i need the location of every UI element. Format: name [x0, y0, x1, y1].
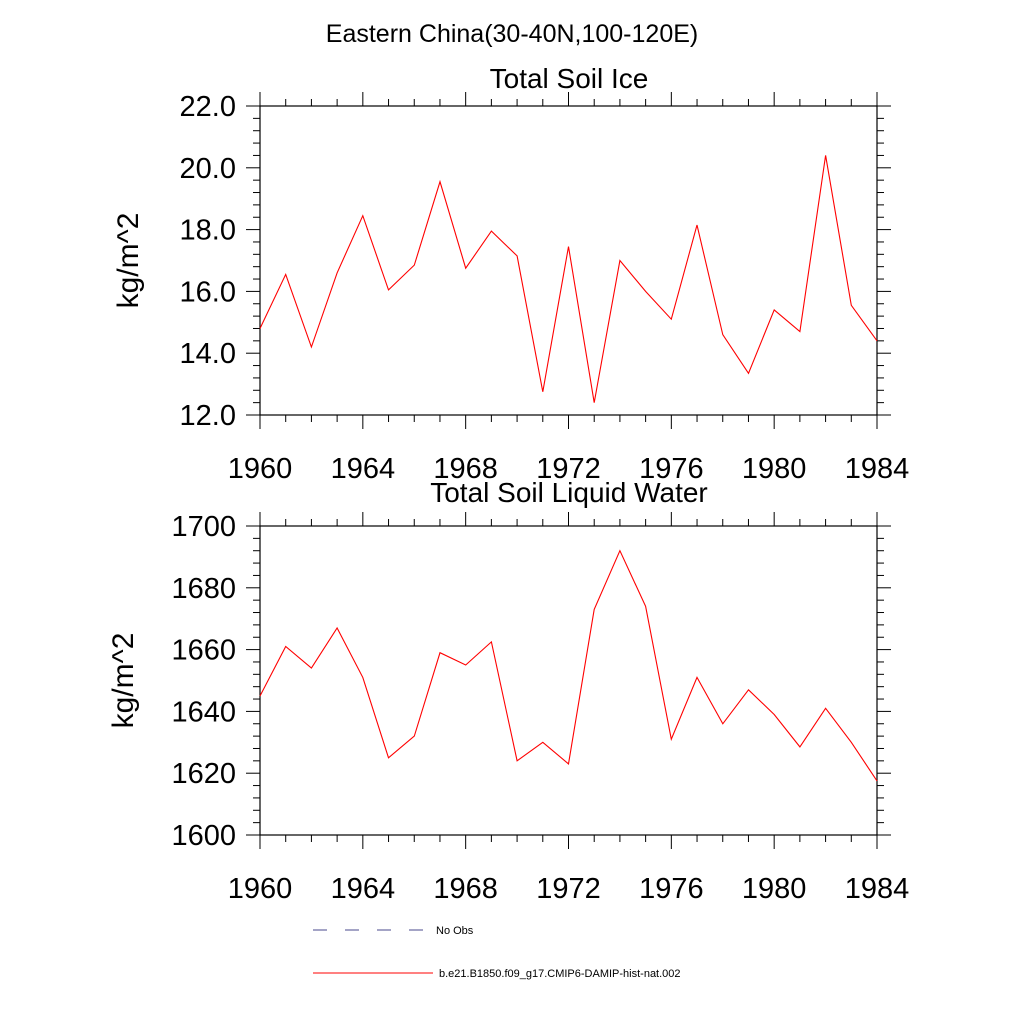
data-point — [464, 664, 467, 667]
x-tick-label: 1976 — [639, 873, 704, 905]
data-point — [284, 645, 287, 648]
legend: No Obs b.e21.B1850.f09_g17.CMIP6-DAMIP-hi… — [313, 925, 681, 980]
x-tick-label: 1964 — [331, 453, 396, 485]
data-point — [721, 333, 724, 336]
y-tick-label: 1700 — [171, 511, 236, 543]
data-point — [387, 288, 390, 291]
data-point — [361, 676, 364, 679]
x-tick-label: 1984 — [845, 453, 910, 485]
data-point — [336, 271, 339, 274]
data-point — [670, 738, 673, 741]
x-tick-label: 1960 — [228, 873, 293, 905]
y-tick-label: 1640 — [171, 696, 236, 728]
y-tick-label: 1600 — [171, 820, 236, 852]
plot-frame — [259, 525, 878, 836]
x-tick-label: 1980 — [742, 453, 807, 485]
data-point — [721, 722, 724, 725]
data-point — [336, 626, 339, 629]
panel-1: Total Soil Ice kg/m^2 1960 1964 1968 1972 1976… — [112, 63, 909, 485]
series-line — [259, 549, 878, 782]
x-tick-label: 1980 — [742, 873, 807, 905]
panel-2: Total Soil Liquid Water kg/m^2 1960 1964 196… — [107, 477, 909, 905]
data-point — [413, 735, 416, 738]
x-tick-label: 1972 — [536, 873, 601, 905]
data-point — [438, 180, 441, 183]
panel-title: Total Soil Ice — [490, 63, 649, 94]
data-point — [618, 259, 621, 262]
data-point — [516, 254, 519, 257]
data-point — [773, 713, 776, 716]
y-tick-label: 12.0 — [180, 400, 236, 432]
data-point — [593, 608, 596, 611]
data-point — [259, 327, 262, 330]
data-point — [567, 762, 570, 765]
data-point — [850, 304, 853, 307]
data-point — [644, 290, 647, 293]
y-tick-label: 14.0 — [180, 338, 236, 370]
y-axis-label: kg/m^2 — [112, 213, 145, 309]
x-tick-label: 1984 — [845, 873, 910, 905]
legend-label-1: No Obs — [436, 925, 474, 937]
data-point — [310, 346, 313, 349]
data-point — [541, 390, 544, 393]
data-point — [798, 330, 801, 333]
data-point — [438, 651, 441, 654]
data-point — [310, 667, 313, 670]
data-point — [541, 741, 544, 744]
x-tick-label: 1968 — [433, 873, 498, 905]
data-point — [747, 372, 750, 375]
plot-frame — [259, 105, 878, 416]
data-point — [284, 273, 287, 276]
data-point — [876, 779, 879, 782]
x-tick-label: 1960 — [228, 453, 293, 485]
y-tick-label: 16.0 — [180, 276, 236, 308]
x-tick-label: 1964 — [331, 873, 396, 905]
data-point — [464, 267, 467, 270]
data-point — [618, 549, 621, 552]
data-point — [798, 745, 801, 748]
data-point — [824, 707, 827, 710]
panel-title: Total Soil Liquid Water — [430, 477, 708, 508]
data-point — [387, 756, 390, 759]
figure-title: Eastern China(30-40N,100-120E) — [326, 20, 698, 48]
y-tick-label: 1680 — [171, 573, 236, 605]
data-point — [876, 339, 879, 342]
x-tick-label: 1976 — [639, 453, 704, 485]
x-tick-label: 1972 — [536, 453, 601, 485]
data-point — [361, 214, 364, 217]
data-point — [490, 640, 493, 643]
data-point — [696, 676, 699, 679]
y-tick-label: 18.0 — [180, 215, 236, 247]
data-point — [413, 264, 416, 267]
data-point — [824, 154, 827, 157]
y-tick-label: 20.0 — [180, 153, 236, 185]
y-tick-label: 1660 — [171, 635, 236, 667]
data-point — [259, 694, 262, 697]
data-point — [593, 401, 596, 404]
data-point — [670, 318, 673, 321]
y-tick-label: 22.0 — [180, 91, 236, 123]
y-axis-label: kg/m^2 — [107, 633, 140, 729]
x-tick-label: 1968 — [433, 453, 498, 485]
data-point — [696, 223, 699, 226]
data-point — [850, 741, 853, 744]
data-point — [516, 759, 519, 762]
data-point — [644, 605, 647, 608]
data-point — [747, 688, 750, 691]
data-point — [567, 245, 570, 248]
y-tick-label: 1620 — [171, 758, 236, 790]
data-point — [773, 308, 776, 311]
series-line — [259, 155, 878, 403]
data-point — [490, 230, 493, 233]
legend-label-2: b.e21.B1850.f09_g17.CMIP6-DAMIP-hist-nat… — [439, 968, 681, 980]
